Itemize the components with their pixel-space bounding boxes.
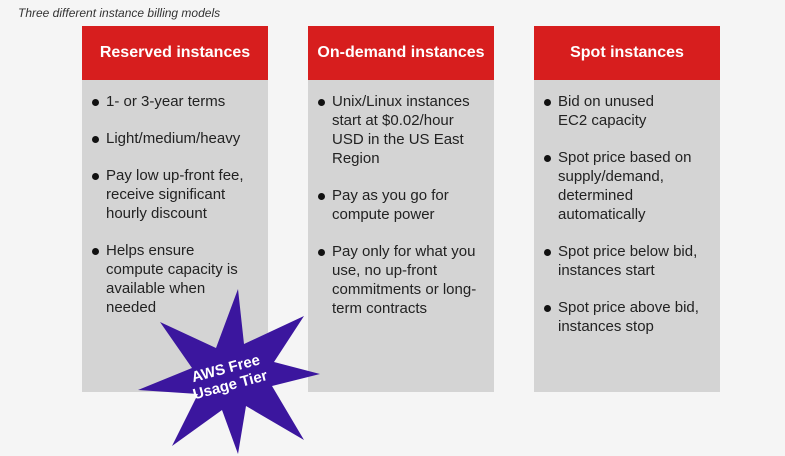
on-demand-instances-card: On-demand instances Unix/Linux instances…: [308, 26, 494, 392]
list-item: Unix/Linux instances start at $0.02/hour…: [318, 92, 486, 168]
starburst-shape: [138, 289, 320, 454]
list-item: Pay as you go for compute power: [318, 186, 486, 224]
bullet-icon: [92, 173, 99, 180]
bullet-icon: [544, 155, 551, 162]
list-item: Spot price above bid, instances stop: [544, 298, 712, 336]
bullet-icon: [318, 193, 325, 200]
bullet-icon: [544, 99, 551, 106]
list-item: 1- or 3-year terms: [92, 92, 260, 111]
list-item: Spot price based on supply/demand, deter…: [544, 148, 712, 224]
on-demand-instances-list: Unix/Linux instances start at $0.02/hour…: [308, 80, 494, 318]
spot-instances-card: Spot instances Bid on unused EC2 capacit…: [534, 26, 720, 392]
bullet-icon: [318, 99, 325, 106]
bullet-icon: [92, 99, 99, 106]
bullet-icon: [92, 248, 99, 255]
list-item: Pay low up-front fee, receive significan…: [92, 166, 260, 223]
reserved-instances-card: Reserved instances 1- or 3-year terms Li…: [82, 26, 268, 392]
list-item: Helps ensure compute capacity is availab…: [92, 241, 260, 317]
on-demand-instances-header: On-demand instances: [308, 26, 494, 80]
list-item: Bid on unused EC2 capacity: [544, 92, 712, 130]
diagram-caption: Three different instance billing models: [18, 6, 221, 20]
starburst-badge-icon: [138, 289, 320, 454]
reserved-instances-list: 1- or 3-year terms Light/medium/heavy Pa…: [82, 80, 268, 317]
bullet-icon: [92, 136, 99, 143]
list-item: Spot price below bid, instances start: [544, 242, 712, 280]
bullet-icon: [544, 249, 551, 256]
spot-instances-header: Spot instances: [534, 26, 720, 80]
spot-instances-list: Bid on unused EC2 capacity Spot price ba…: [534, 80, 720, 336]
bullet-icon: [544, 305, 551, 312]
bullet-icon: [318, 249, 325, 256]
list-item: Pay only for what you use, no up-front c…: [318, 242, 486, 318]
reserved-instances-header: Reserved instances: [82, 26, 268, 80]
list-item: Light/medium/heavy: [92, 129, 260, 148]
